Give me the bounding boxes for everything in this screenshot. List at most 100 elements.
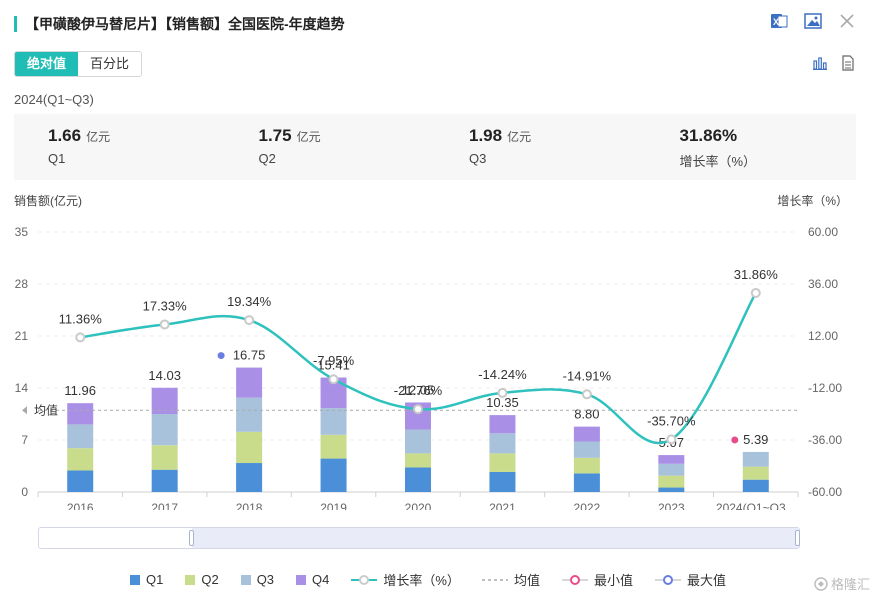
min-value-marker (731, 436, 739, 444)
max-value-marker (217, 352, 225, 360)
x-axis-tick-label: 2017 (151, 501, 178, 510)
close-icon[interactable] (838, 12, 856, 30)
range-slider[interactable] (38, 527, 800, 549)
bar-q2 (236, 431, 263, 464)
bar-q2 (151, 445, 178, 470)
bar-q1 (67, 470, 94, 492)
left-axis-title: 销售额(亿元) (14, 194, 82, 208)
bar-q4 (151, 387, 178, 414)
absolute-value-button[interactable]: 绝对值 (15, 52, 79, 76)
legend-q1[interactable]: Q1 (130, 572, 163, 587)
right-axis-tick: -60.00 (808, 485, 842, 499)
growth-rate-label: 11.36% (59, 311, 103, 326)
bar-q2 (405, 453, 431, 468)
growth-rate-point (497, 387, 508, 398)
bar-total-label: 16.75 (233, 348, 266, 363)
watermark: 格隆汇 (814, 574, 870, 593)
summary-unit: 亿元 (507, 130, 532, 144)
legend-max-swatch (654, 574, 681, 585)
legend-label: Q1 (146, 572, 164, 587)
summary-label: Q3 (469, 151, 487, 166)
legend-growth[interactable]: 增长率（%） (351, 570, 460, 589)
summary-q3: 1.98 亿元 Q3 (435, 114, 646, 180)
right-axis-title: 增长率（%） (777, 194, 848, 208)
bar-q2 (320, 434, 347, 459)
bar-q1 (573, 473, 600, 492)
summary-label: 增长率（%） (679, 154, 757, 169)
legend-max[interactable]: 最大值 (654, 570, 726, 589)
legend-line-swatch (351, 574, 378, 585)
value-mode-toggle: 绝对值 百分比 (14, 51, 143, 77)
legend-label: 均值 (513, 573, 540, 588)
legend-min[interactable]: 最小值 (561, 570, 633, 589)
summary-growth: 31.86% 增长率（%） (646, 114, 857, 180)
growth-rate-label: 19.34% (227, 294, 272, 309)
growth-rate-point (328, 374, 339, 385)
legend-label: 最大值 (686, 573, 726, 588)
watermark-text: 格隆汇 (830, 577, 870, 592)
range-slider-right-handle[interactable] (795, 530, 800, 546)
bar-total-label: 8.80 (574, 407, 599, 422)
bar-q1 (151, 469, 178, 492)
bar-q3 (405, 429, 431, 454)
bar-q4 (573, 426, 600, 442)
percentage-button[interactable]: 百分比 (78, 52, 142, 76)
summary-unit: 亿元 (86, 130, 111, 144)
growth-rate-point (159, 319, 170, 330)
bar-chart-icon[interactable] (812, 54, 828, 72)
x-axis-tick-label: 2018 (236, 501, 263, 510)
bar-q2 (489, 453, 516, 472)
summary-value: 1.98 (469, 126, 503, 145)
bar-q3 (489, 433, 516, 454)
growth-rate-label: -7.95% (313, 353, 355, 368)
bar-q2 (658, 475, 685, 488)
chart-title: 【甲磺酸伊马替尼片】【销售额】全国医院-年度趋势 (25, 16, 345, 32)
legend-min-swatch (561, 574, 588, 585)
bar-q1 (236, 463, 263, 492)
left-axis-tick: 7 (21, 433, 28, 447)
bar-q2 (67, 448, 94, 471)
legend-q3[interactable]: Q3 (240, 572, 274, 587)
summary-q2: 1.75 亿元 Q2 (225, 114, 436, 180)
legend-q4[interactable]: Q4 (296, 572, 329, 587)
growth-rate-point (75, 332, 86, 343)
right-axis-tick: 60.00 (808, 225, 838, 239)
left-axis-tick: 0 (21, 485, 28, 499)
top-toolbar: X (770, 12, 856, 30)
chart-legend: Q1 Q2 Q3 Q4 增长率（%） 均值 最小值 最大值 (130, 570, 726, 589)
x-axis-tick-label: 2020 (405, 501, 432, 510)
title-accent-bar (14, 16, 17, 32)
range-slider-left-handle[interactable] (189, 530, 194, 546)
x-axis-tick-label: 2019 (320, 501, 347, 510)
bar-q3 (320, 408, 347, 435)
legend-q2[interactable]: Q2 (185, 572, 219, 587)
right-axis-tick: 12.00 (808, 329, 838, 343)
range-slider-selection[interactable] (192, 528, 799, 548)
bar-q1 (489, 471, 516, 492)
excel-icon[interactable]: X (770, 12, 788, 30)
bar-total-label: 11.96 (64, 383, 96, 398)
bar-total-label: 15.41 (317, 358, 350, 373)
bar-q4 (489, 415, 516, 434)
growth-rate-label: -14.91% (563, 368, 612, 383)
bar-total-label: 5.39 (743, 432, 768, 447)
legend-label: 最小值 (593, 573, 633, 588)
average-label: 均值 (34, 402, 58, 417)
bar-q1 (405, 467, 431, 492)
average-marker-icon (22, 406, 27, 415)
bar-q1 (658, 487, 685, 492)
bar-q2 (742, 466, 769, 480)
x-axis-tick-label: 2024(Q1~Q3... (716, 501, 796, 510)
summary-label: Q2 (258, 151, 276, 166)
growth-rate-point (581, 389, 592, 400)
bar-total-label: 12.05 (402, 382, 435, 397)
document-icon[interactable] (840, 54, 856, 72)
chart-title-bar: 【甲磺酸伊马替尼片】【销售额】全国医院-年度趋势 (14, 14, 345, 34)
image-icon[interactable] (804, 12, 822, 30)
bar-q4 (658, 455, 685, 464)
growth-rate-point (244, 315, 255, 326)
right-axis-tick: -12.00 (808, 381, 842, 395)
bar-q1 (320, 458, 347, 492)
legend-average[interactable]: 均值 (481, 570, 540, 589)
left-axis-tick: 21 (15, 329, 29, 343)
